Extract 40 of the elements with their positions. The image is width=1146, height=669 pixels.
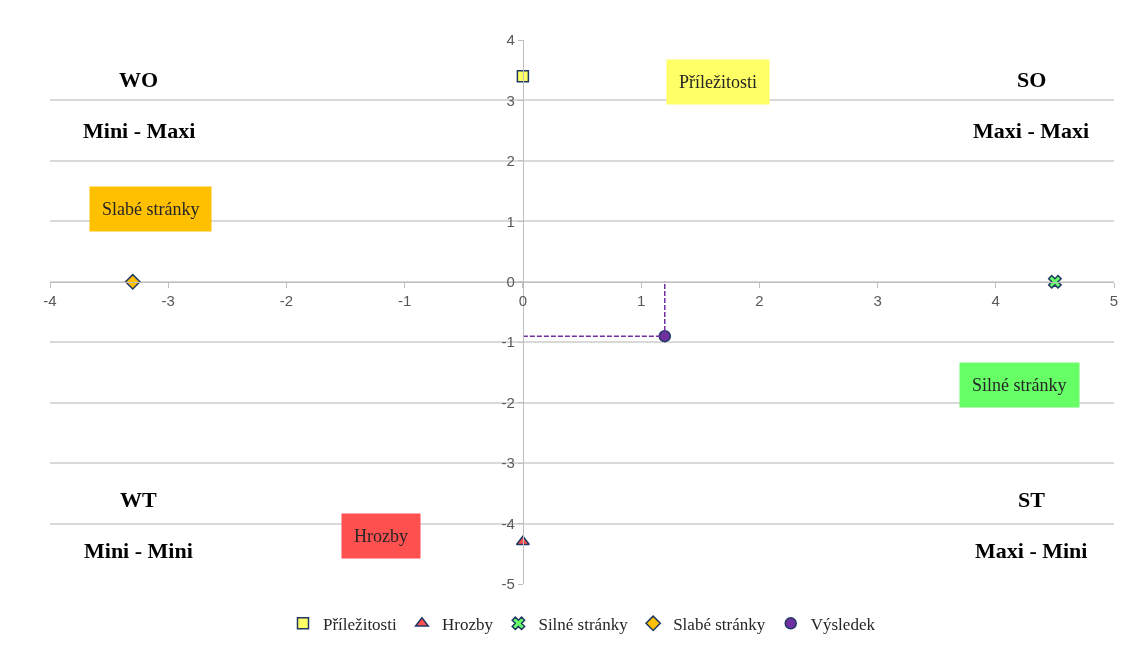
annotation: ST	[1018, 487, 1046, 512]
x-tick-label: 1	[636, 291, 646, 309]
annotation: Hrozby	[354, 526, 408, 546]
legend-label: Hrozby	[441, 614, 494, 634]
x-tick-label: 3	[873, 291, 882, 309]
point	[516, 70, 530, 83]
annotation: Mini - Mini	[84, 538, 193, 563]
annotation: Maxi - Maxi	[973, 118, 1090, 143]
y-tick-label: -3	[501, 454, 515, 472]
point	[1047, 274, 1062, 289]
x-tick-label: 2	[755, 291, 764, 309]
y-tick-label: 1	[506, 212, 515, 230]
x-tick-label: -2	[279, 291, 294, 309]
y-tick-label: -5	[501, 575, 515, 593]
annotation: Mini - Maxi	[83, 118, 196, 143]
annotation: Příležitosti	[679, 72, 757, 92]
annotation: Silné stránky	[972, 375, 1067, 395]
x-tick-label: 4	[991, 291, 1000, 309]
legend-label: Výsledek	[810, 614, 876, 634]
annotation: WT	[120, 487, 157, 512]
x-tick-label: -3	[161, 291, 175, 309]
y-tick-label: 0	[506, 273, 515, 291]
y-tick-label: -1	[501, 333, 515, 351]
annotation: Slabé stránky	[102, 199, 200, 219]
legend-label: Příležitosti	[323, 614, 397, 634]
legend-label: Slabé stránky	[673, 614, 766, 634]
y-tick-label: -4	[501, 514, 515, 532]
x-tick-label: 0	[518, 291, 528, 309]
y-tick-label: 4	[506, 31, 515, 49]
annotation: SO	[1017, 67, 1047, 92]
y-tick-label: 3	[506, 91, 515, 109]
y-tick-label: -2	[501, 393, 515, 411]
point	[124, 273, 141, 290]
y-tick-label: 2	[506, 152, 515, 170]
x-tick-label: -1	[398, 291, 412, 309]
legend-label: Silné stránky	[538, 614, 629, 634]
annotation: Maxi - Mini	[975, 538, 1088, 563]
x-tick-label: -4	[43, 291, 57, 309]
x-tick-label: 5	[1109, 291, 1119, 309]
annotation: WO	[119, 67, 159, 92]
